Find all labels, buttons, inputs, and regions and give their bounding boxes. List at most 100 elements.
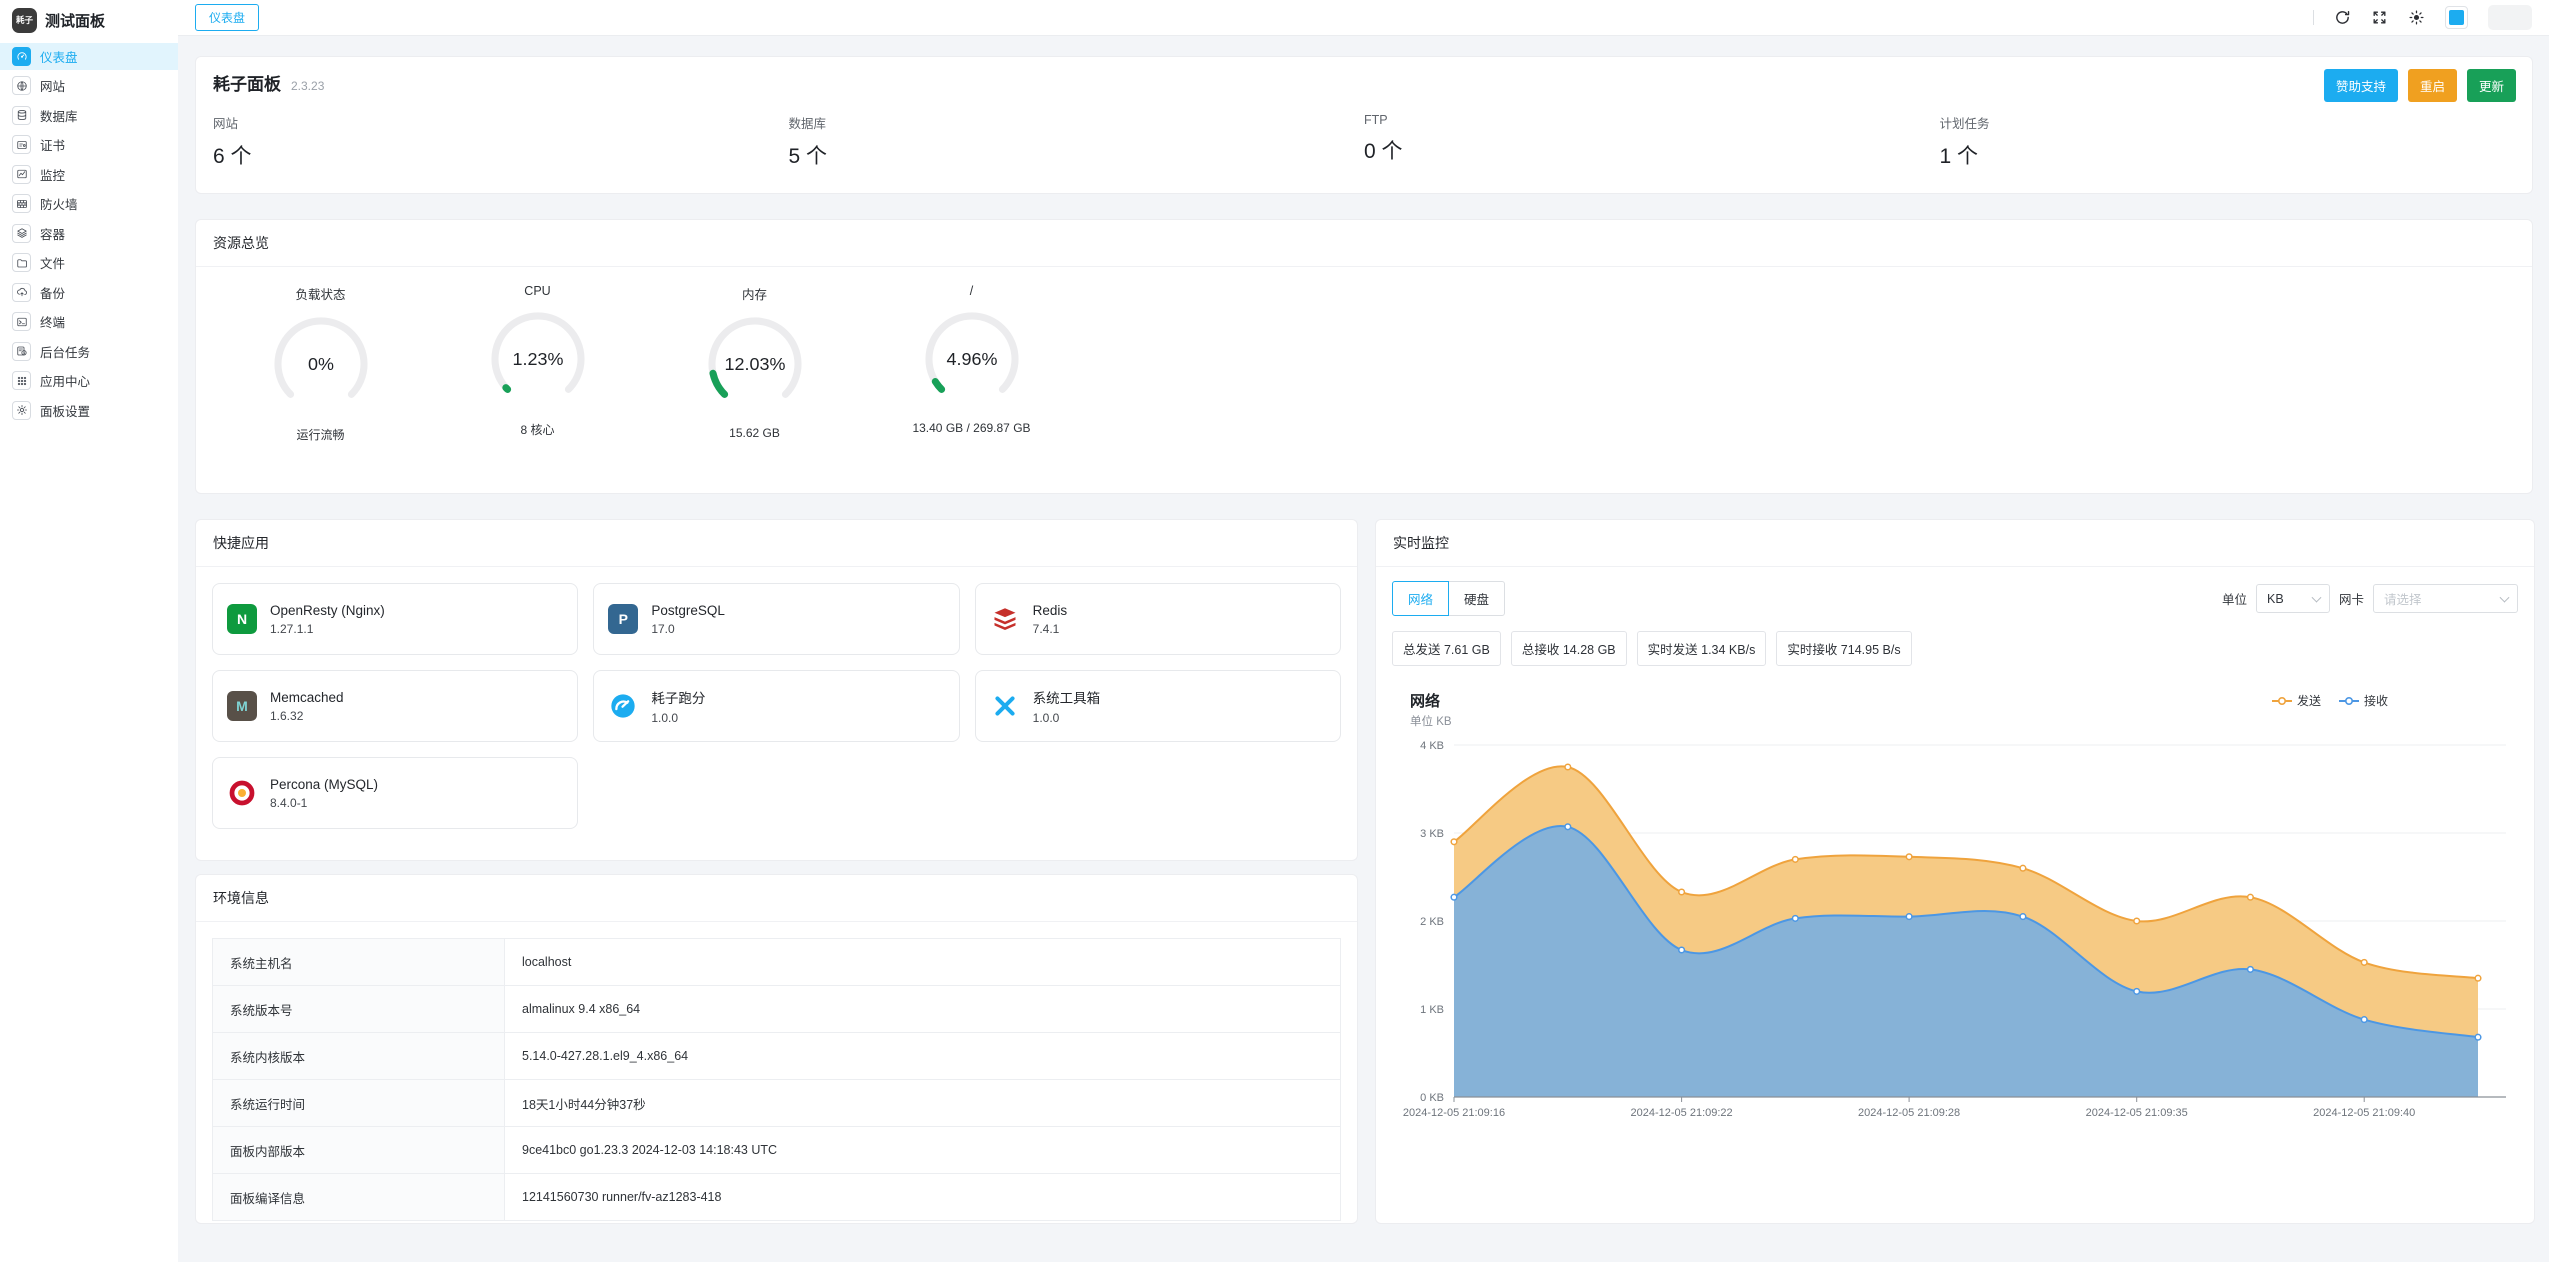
main-content: 耗子面板 2.3.23 赞助支持 重启 更新 网站 6 个 数据库 5 个 FTP 0 个 计划…: [178, 36, 2549, 1262]
app-version: 1.0.0: [1032, 711, 1060, 725]
update-button[interactable]: 更新: [2466, 69, 2516, 102]
memcached-icon: M: [227, 691, 257, 721]
env-value: 9ce41bc0 go1.23.3 2024-12-03 14:18:43 UT…: [504, 1126, 1341, 1174]
nic-select[interactable]: 请选择: [2373, 584, 2518, 613]
app-version: 1.27.1.1: [270, 621, 314, 636]
sidebar-item-label: 应用中心: [40, 375, 91, 389]
dashboard-icon: [12, 46, 31, 66]
stat-block: FTP 0 个: [1364, 113, 1940, 170]
svg-text:1 KB: 1 KB: [1420, 1004, 1444, 1016]
sidebar-item-files[interactable]: 文件: [0, 249, 178, 276]
unit-label: 单位: [2221, 593, 2247, 607]
monitor-selects: 单位 KB 网卡 请选择: [2222, 584, 2518, 613]
chevron-down-icon: [2311, 592, 2322, 603]
monitor-tab-disk[interactable]: 硬盘: [1448, 581, 1506, 616]
sidebar-item-label: 仪表盘: [40, 50, 78, 65]
nic-select-placeholder: 请选择: [2384, 593, 2422, 607]
sidebar-menu: 仪表盘网站数据库 证书监控防火墙容器 文件备份终端后台任务应用中心面板设置: [0, 42, 178, 424]
sidebar-item-terminal[interactable]: 终端: [0, 308, 178, 335]
resources-title: 资源总览: [196, 220, 2532, 267]
legend-label: 接收: [2363, 694, 2388, 708]
sponsor-button[interactable]: 赞助支持: [2323, 69, 2398, 102]
monitor-tab-group: 网络 硬盘: [1392, 581, 1506, 616]
svg-text:0 KB: 0 KB: [1420, 1092, 1444, 1104]
svg-text:3 KB: 3 KB: [1420, 828, 1444, 840]
quick-apps-title: 快捷应用: [196, 520, 1357, 567]
network-chart: 单位 KB 0 KB 1 KB 2 KB 3 KB 4 KB 2024-12-05 21:0…: [1403, 714, 2506, 1119]
gauge-dial: 12.03%: [707, 317, 802, 398]
env-info-title: 环境信息: [196, 875, 1357, 922]
gauge-dial: 1.23%: [490, 312, 585, 393]
monitor-tab-network[interactable]: 网络: [1392, 581, 1450, 616]
sidebar-item-database[interactable]: 数据库: [0, 102, 178, 129]
panel-actions: 赞助支持 重启 更新: [2323, 69, 2516, 102]
app-card-memcached[interactable]: M Memcached 1.6.32: [212, 670, 579, 742]
openresty-icon: N: [227, 604, 257, 634]
app-name: Redis: [1032, 602, 1068, 618]
env-value: almalinux 9.4 x86_64: [504, 985, 1341, 1033]
redis-icon: [990, 604, 1020, 634]
unit-select-value: KB: [2266, 591, 2284, 606]
svg-text:2024-12-05 21:09:22: 2024-12-05 21:09:22: [1631, 1107, 1733, 1119]
gauge-block: 负载状态 0% 运行流畅: [212, 284, 429, 443]
tasks-icon: [12, 341, 31, 361]
stat-label: FTP: [1364, 113, 1388, 127]
svg-text:2024-12-05 21:09:28: 2024-12-05 21:09:28: [1858, 1107, 1960, 1119]
gauge-label: 负载状态: [295, 288, 346, 302]
sidebar-item-backup[interactable]: 备份: [0, 279, 178, 306]
stat-block: 数据库 5 个: [789, 113, 1365, 170]
restart-button[interactable]: 重启: [2407, 69, 2457, 102]
stat-label: 计划任务: [1939, 117, 1990, 131]
sidebar-item-label: 监控: [40, 168, 66, 183]
app-card-haozi-bench[interactable]: 耗子跑分 1.0.0: [593, 670, 960, 742]
gauge-block: / 4.96% 13.40 GB / 269.87 GB: [863, 284, 1080, 443]
app-card-percona[interactable]: Percona (MySQL) 8.4.0-1: [212, 757, 579, 829]
sidebar-item-dashboard[interactable]: 仪表盘: [0, 42, 178, 70]
gauge-sublabel: 15.62 GB: [729, 426, 780, 440]
sidebar-item-website[interactable]: 网站: [0, 72, 178, 99]
sidebar-item-certificate[interactable]: 证书: [0, 131, 178, 158]
legend-item-send[interactable]: 发送: [2271, 692, 2321, 709]
env-table: 系统主机名 localhost 系统版本号 almalinux 9.4 x86_64 系…: [212, 938, 1341, 1221]
fullscreen-icon[interactable]: [2371, 9, 2388, 26]
user-avatar[interactable]: [2488, 5, 2532, 30]
topbar: 仪表盘: [178, 0, 2549, 36]
app-card-openresty[interactable]: N OpenResty (Nginx) 1.27.1.1: [212, 583, 579, 655]
refresh-icon[interactable]: [2334, 9, 2351, 26]
theme-color-swatch[interactable]: [2445, 6, 2468, 29]
sidebar: 耗子 测试面板 仪表盘 网站 数据库 证书 监控 防火墙 容器 文件 备份 终端 后台任务 应用中心面…: [0, 0, 178, 1262]
app-card-postgresql[interactable]: P PostgreSQL 17.0: [593, 583, 960, 655]
sidebar-item-label: 后台任务: [40, 345, 91, 360]
app-name: Percona (MySQL): [270, 776, 379, 792]
tab-dashboard[interactable]: 仪表盘: [195, 4, 260, 31]
container-icon: [12, 223, 31, 243]
sidebar-item-label: 网站: [40, 80, 66, 94]
monitor-controls: 网络 硬盘 单位 KB 网卡 请选择: [1392, 581, 2518, 616]
app-card-toolbox[interactable]: 系统工具箱 1.0.0: [974, 670, 1341, 742]
apps-grid: N OpenResty (Nginx) 1.27.1.1 P PostgreSQL 17.…: [196, 567, 1357, 845]
app-version: 7.4.1: [1032, 621, 1060, 636]
percona-icon: [227, 778, 257, 808]
sidebar-item-firewall[interactable]: 防火墙: [0, 190, 178, 217]
panel-title: 耗子面板: [213, 75, 281, 94]
unit-select[interactable]: KB: [2255, 584, 2330, 613]
website-icon: [12, 76, 31, 95]
traffic-badge: 实时接收 714.95 B/s: [1776, 631, 1912, 666]
app-version: 1.0.0: [651, 711, 679, 725]
gauge-sublabel: 13.40 GB / 269.87 GB: [912, 421, 1031, 435]
theme-sun-icon[interactable]: [2408, 9, 2425, 26]
svg-text:2024-12-05 21:09:16: 2024-12-05 21:09:16: [1403, 1107, 1505, 1119]
backup-icon: [12, 282, 31, 302]
sidebar-item-monitor[interactable]: 监控: [0, 161, 178, 188]
topbar-actions: [2313, 5, 2532, 30]
sidebar-item-settings[interactable]: 面板设置: [0, 397, 178, 424]
sidebar-item-tasks[interactable]: 后台任务: [0, 338, 178, 365]
sidebar-item-label: 终端: [40, 316, 66, 330]
legend-item-recv[interactable]: 接收: [2338, 692, 2388, 709]
app-card-redis[interactable]: Redis 7.4.1: [974, 583, 1341, 655]
app-version: 1.6.32: [270, 708, 304, 723]
sidebar-item-container[interactable]: 容器: [0, 220, 178, 247]
gauges-row: 负载状态 0% 运行流畅 CPU 1.23% 8 核心 内存 12.03% 15.6…: [196, 267, 2532, 443]
sidebar-item-appcenter[interactable]: 应用中心: [0, 367, 178, 394]
sidebar-item-label: 防火墙: [40, 198, 78, 212]
